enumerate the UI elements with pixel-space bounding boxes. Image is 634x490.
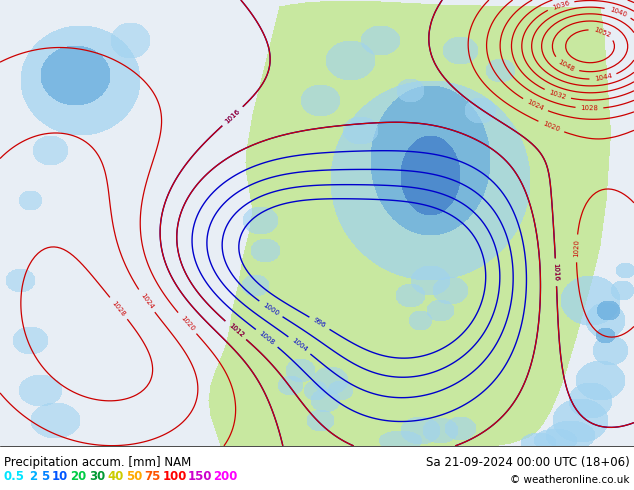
Text: 1024: 1024 — [526, 98, 545, 112]
Text: 200: 200 — [214, 470, 238, 484]
Text: 10: 10 — [52, 470, 68, 484]
Text: 1028: 1028 — [111, 299, 127, 317]
Text: 2: 2 — [30, 470, 38, 484]
Text: 1012: 1012 — [227, 322, 245, 339]
Text: 30: 30 — [89, 470, 105, 484]
Text: 150: 150 — [188, 470, 212, 484]
Text: 996: 996 — [312, 317, 327, 329]
Text: 1048: 1048 — [557, 59, 576, 73]
Text: 1004: 1004 — [290, 338, 308, 353]
Text: 1040: 1040 — [609, 6, 628, 18]
Text: Sa 21-09-2024 00:00 UTC (18+06): Sa 21-09-2024 00:00 UTC (18+06) — [426, 456, 630, 469]
Text: 1020: 1020 — [573, 239, 580, 257]
Text: 1000: 1000 — [262, 301, 280, 317]
Text: 0.5: 0.5 — [4, 470, 25, 484]
Text: 20: 20 — [70, 470, 87, 484]
Text: 50: 50 — [126, 470, 142, 484]
Text: 1032: 1032 — [548, 89, 567, 100]
Text: 1016: 1016 — [553, 263, 559, 281]
Text: 5: 5 — [41, 470, 49, 484]
Text: 1020: 1020 — [542, 121, 560, 133]
Text: 1016: 1016 — [224, 108, 241, 124]
Text: 40: 40 — [107, 470, 124, 484]
Text: 1036: 1036 — [551, 0, 570, 10]
Text: Precipitation accum. [mm] NAM: Precipitation accum. [mm] NAM — [4, 456, 191, 469]
Text: 75: 75 — [144, 470, 160, 484]
Text: © weatheronline.co.uk: © weatheronline.co.uk — [510, 475, 630, 485]
Text: 1008: 1008 — [258, 330, 276, 346]
Text: 1052: 1052 — [593, 26, 611, 38]
Text: 1028: 1028 — [580, 105, 598, 112]
Text: 1012: 1012 — [227, 322, 245, 339]
Text: 1016: 1016 — [224, 108, 241, 124]
Text: 1024: 1024 — [139, 292, 154, 310]
Text: 100: 100 — [162, 470, 187, 484]
Text: 1044: 1044 — [594, 73, 612, 82]
Text: 1016: 1016 — [553, 263, 559, 281]
Text: 1020: 1020 — [179, 315, 195, 332]
